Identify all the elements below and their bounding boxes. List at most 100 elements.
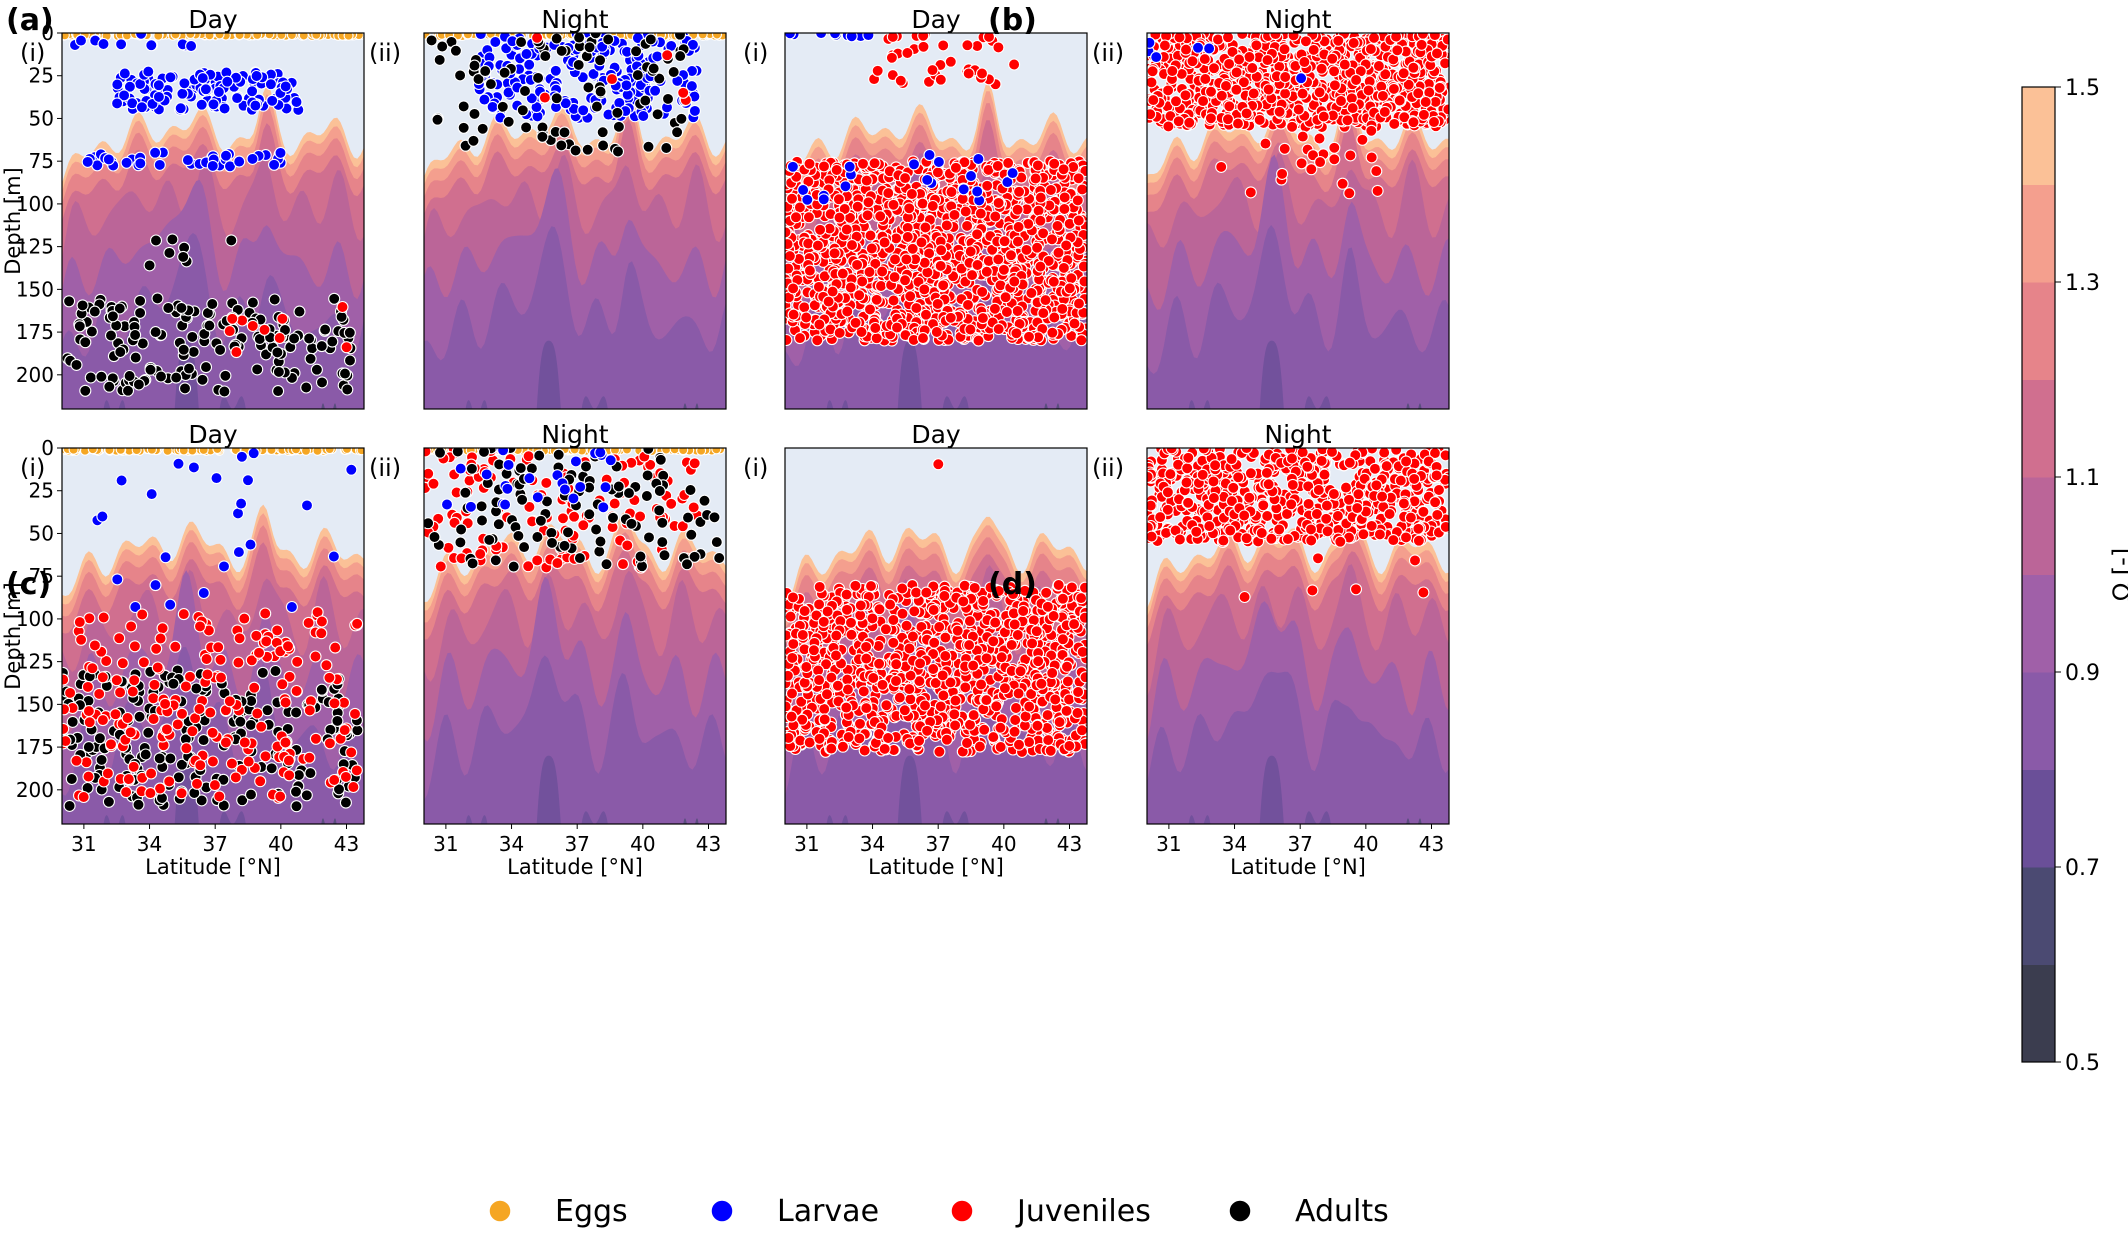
data-point-juveniles [817,160,831,173]
data-point-adults [516,493,529,506]
data-point-adults [698,494,711,507]
data-point-juveniles [248,681,261,694]
data-point-juveniles [1253,113,1266,126]
data-point-larvae [135,33,148,40]
data-point-juveniles [1298,55,1311,69]
panel-b-i: Day(i) [743,5,1088,410]
data-point-eggs [324,448,335,455]
data-point-juveniles [785,192,799,205]
data-point-larvae [246,152,259,165]
data-point-juveniles [1336,177,1349,190]
data-point-larvae [247,448,260,460]
data-point-juveniles [973,740,986,753]
data-point-juveniles [1147,108,1157,121]
data-point-larvae [685,80,698,93]
data-point-adults [425,34,438,47]
data-point-juveniles [616,558,630,571]
data-point-juveniles [800,311,813,324]
data-point-larvae [478,93,491,106]
data-point-juveniles [1186,55,1199,68]
data-point-juveniles [116,657,129,670]
data-point-eggs [711,33,723,40]
data-point-juveniles [886,33,899,43]
data-point-juveniles [1042,254,1055,267]
data-point-juveniles [803,264,816,277]
data-point-adults [454,536,467,549]
data-point-juveniles [1287,33,1300,42]
data-point-larvae [134,157,147,170]
data-point-adults [455,523,468,536]
data-point-adults [85,325,98,338]
data-point-juveniles [661,49,674,62]
data-point-juveniles [1197,95,1210,108]
data-point-juveniles [937,279,950,292]
data-point-juveniles [100,654,113,668]
data-point-adults [708,511,721,524]
data-point-juveniles [1279,70,1292,84]
data-point-juveniles [1393,94,1406,107]
data-point-juveniles [109,708,122,721]
data-point-larvae [159,551,172,564]
data-point-juveniles [1376,89,1389,102]
data-point-larvae [123,80,136,93]
data-point-juveniles [160,723,173,736]
data-point-juveniles [1215,160,1228,173]
data-point-larvae [115,474,128,487]
data-point-adults [653,484,666,498]
data-point-juveniles [522,450,535,463]
data-point-juveniles [961,298,975,311]
data-point-juveniles [1315,62,1328,75]
data-point-juveniles [259,607,272,620]
data-point-juveniles [434,560,447,573]
data-point-juveniles [901,46,914,60]
data-point-juveniles [128,674,141,687]
data-point-adults [684,483,697,497]
data-point-juveniles [551,557,564,570]
data-point-adults [177,250,190,263]
data-point-juveniles [999,291,1012,304]
data-point-larvae [1295,72,1308,85]
data-point-juveniles [811,239,824,252]
data-point-juveniles [175,707,189,720]
data-point-adults [133,710,146,723]
data-point-adults [675,112,688,125]
data-point-adults [433,448,447,459]
y-tick-label: 75 [29,149,54,173]
data-point-eggs [696,448,707,456]
data-point-adults [203,319,216,332]
data-point-adults [472,73,485,86]
data-point-juveniles [276,678,289,691]
data-point-adults [195,794,208,807]
data-point-adults [644,33,657,46]
data-point-juveniles [1427,115,1441,129]
data-point-juveniles [73,616,86,629]
data-point-juveniles [795,695,808,708]
data-point-juveniles [856,157,870,170]
data-point-juveniles [966,269,979,282]
subpanel-label: (ii) [369,39,401,67]
data-point-juveniles [345,746,358,759]
data-point-larvae [187,461,200,474]
data-point-adults [550,33,563,45]
data-point-adults [113,302,126,315]
y-tick-label: 125 [16,650,54,674]
data-point-juveniles [916,197,929,210]
data-point-juveniles [860,174,873,187]
data-point-juveniles [1250,39,1263,52]
data-point-juveniles [1230,66,1243,79]
data-point-juveniles [1387,82,1400,95]
data-point-adults [520,121,533,134]
data-point-adults [457,121,470,134]
data-point-eggs [697,33,708,40]
data-point-juveniles [855,325,868,339]
data-point-juveniles [154,632,167,645]
data-point-juveniles [976,285,989,298]
data-point-juveniles [236,314,249,327]
data-point-juveniles [976,312,989,325]
data-point-juveniles [833,211,846,224]
scatter-points [785,458,1087,758]
data-point-adults [536,130,549,143]
data-point-juveniles [1365,124,1378,137]
data-point-juveniles [1338,58,1351,71]
data-point-juveniles [916,332,930,345]
